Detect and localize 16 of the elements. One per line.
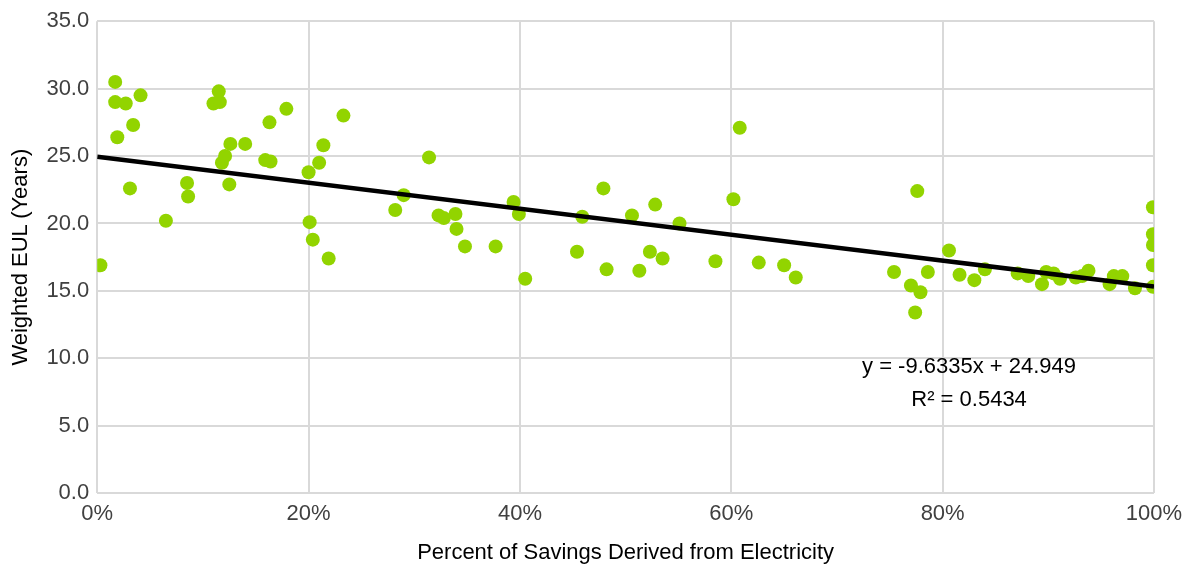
x-axis-title: Percent of Savings Derived from Electricity — [417, 538, 835, 564]
y-tick-label: 25.0 — [46, 142, 90, 168]
y-tick-label: 35.0 — [46, 7, 90, 33]
x-tick-label: 40% — [497, 500, 542, 526]
y-tick-label: 15.0 — [46, 276, 90, 302]
x-tick-label: 80% — [920, 500, 965, 526]
x-tick-label: 60% — [709, 500, 754, 526]
x-tick-label: 100% — [1125, 500, 1183, 526]
y-tick-label: 30.0 — [46, 74, 90, 100]
annotation: y = -9.6335x + 24.949 — [862, 352, 1077, 378]
annotation: R² = 0.5434 — [911, 385, 1027, 411]
x-tick-label: 20% — [286, 500, 331, 526]
y-tick-label: 10.0 — [46, 344, 90, 370]
y-axis-title: Weighted EUL (Years) — [7, 148, 33, 366]
y-tick-label: 20.0 — [46, 209, 90, 235]
y-tick-label: 5.0 — [58, 411, 90, 437]
